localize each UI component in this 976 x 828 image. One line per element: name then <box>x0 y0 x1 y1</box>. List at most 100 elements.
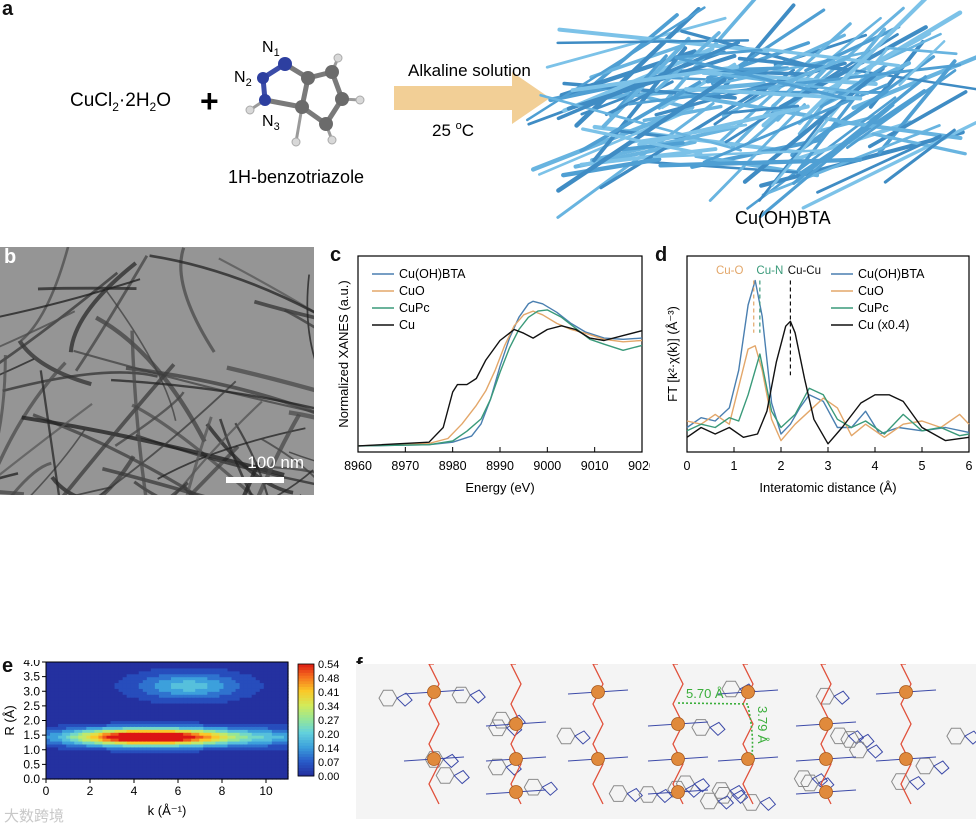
heatmap-cell <box>146 749 152 754</box>
heatmap-cell <box>50 685 55 689</box>
heatmap-cell <box>122 664 128 669</box>
heatmap-cell <box>146 752 152 757</box>
heatmap-cell <box>251 694 257 698</box>
heatmap-cell <box>86 764 91 768</box>
heatmap-cell <box>247 749 253 754</box>
heatmap-cell <box>187 761 192 765</box>
heatmap-cell <box>283 767 289 771</box>
benzene-ring <box>487 758 507 776</box>
heatmap-cell <box>267 732 273 736</box>
heatmap-cell <box>243 726 249 730</box>
heatmap-cell <box>195 705 200 710</box>
heatmap-cell <box>114 673 120 678</box>
heatmap-cell <box>195 767 200 771</box>
heatmap-cell <box>167 746 172 751</box>
series-line-2 <box>357 309 643 447</box>
heatmap-cell <box>219 688 225 692</box>
heatmap-cell <box>86 732 91 736</box>
heatmap-cell <box>66 773 71 777</box>
heatmap-cell <box>247 708 253 713</box>
colorbar-tick-label: 0.48 <box>318 673 339 685</box>
colorbar-segment <box>298 762 314 766</box>
heatmap-cell <box>191 670 196 675</box>
heatmap-cell <box>239 773 245 777</box>
heatmap-cell <box>167 714 172 719</box>
heatmap-cell <box>110 729 116 733</box>
heatmap-cell <box>74 776 79 780</box>
colorbar-segment <box>298 697 314 701</box>
heatmap-cell <box>251 662 257 666</box>
heatmap-cell <box>179 714 184 719</box>
nanowire-fiber <box>10 461 52 495</box>
heatmap-cell <box>251 735 257 739</box>
heatmap-cell <box>158 676 164 681</box>
heatmap-cell <box>263 738 269 742</box>
heatmap-cell <box>58 664 63 669</box>
colorbar-tick-label: 0.00 <box>318 771 339 783</box>
heatmap-cell <box>70 770 75 774</box>
heatmap-cell <box>118 752 124 757</box>
heatmap-cell <box>66 685 71 689</box>
nanowire-fiber <box>110 378 314 410</box>
x-axis-label: k (Å⁻¹) <box>148 803 187 818</box>
heatmap-cell <box>227 708 233 713</box>
heatmap-cell <box>78 735 83 739</box>
heatmap-cell <box>191 691 196 695</box>
heatmap-cell <box>283 770 289 774</box>
heatmap-cell <box>122 738 128 742</box>
heatmap-cell <box>279 664 285 669</box>
heatmap-cell <box>142 723 148 727</box>
heatmap-cell <box>90 682 95 686</box>
y-tick-label: 0.0 <box>23 772 40 786</box>
heatmap-cell <box>58 755 63 760</box>
heatmap-cell <box>235 729 241 733</box>
heatmap-cell <box>106 714 112 719</box>
heatmap-cell <box>90 743 95 748</box>
heatmap-cell <box>46 732 51 736</box>
heatmap-cell <box>158 664 164 669</box>
heatmap-cell <box>98 682 104 686</box>
heatmap-cell <box>66 732 71 736</box>
heatmap-cell <box>74 708 79 713</box>
heatmap-cell <box>46 691 51 695</box>
nanowire-rod <box>871 132 967 156</box>
benzene-ring <box>556 727 576 745</box>
heatmap-cell <box>130 764 136 768</box>
heatmap-cell <box>118 723 124 727</box>
heatmap-cell <box>227 732 233 736</box>
heatmap-cell <box>247 746 253 751</box>
heatmap-cell <box>267 735 273 739</box>
heatmap-cell <box>118 705 124 710</box>
heatmap-cell <box>271 720 277 725</box>
heatmap-cell <box>86 749 91 754</box>
heatmap-cell <box>203 767 208 771</box>
heatmap-cell <box>183 685 188 689</box>
heatmap-cell <box>167 682 172 686</box>
x-tick-label: 9000 <box>533 459 561 473</box>
heatmap-cell <box>94 735 100 739</box>
legend-label: CuPc <box>858 301 889 315</box>
heatmap-cell <box>110 694 116 698</box>
heatmap-cell <box>203 738 208 742</box>
heatmap-cell <box>66 723 71 727</box>
heatmap-cell <box>255 711 261 716</box>
heatmap-cell <box>199 667 204 672</box>
heatmap-cell <box>78 667 83 672</box>
heatmap-cell <box>98 685 104 689</box>
heatmap-cell <box>162 732 168 736</box>
heatmap-cell <box>283 723 289 727</box>
heatmap-cell <box>162 735 168 739</box>
heatmap-cell <box>215 749 221 754</box>
heatmap-cell <box>70 697 75 701</box>
heatmap-cell <box>134 732 140 736</box>
heatmap-cell <box>46 711 51 716</box>
heatmap-cell <box>247 682 253 686</box>
heatmap-cell <box>82 755 87 760</box>
nanowire-rod <box>620 141 685 152</box>
atom-label-n1: N1 <box>262 39 280 59</box>
heatmap-cell <box>82 758 87 763</box>
heatmap-cell <box>267 702 273 707</box>
colorbar-segment <box>298 683 314 687</box>
heatmap-cell <box>187 746 192 751</box>
benzene-ring <box>840 731 860 748</box>
